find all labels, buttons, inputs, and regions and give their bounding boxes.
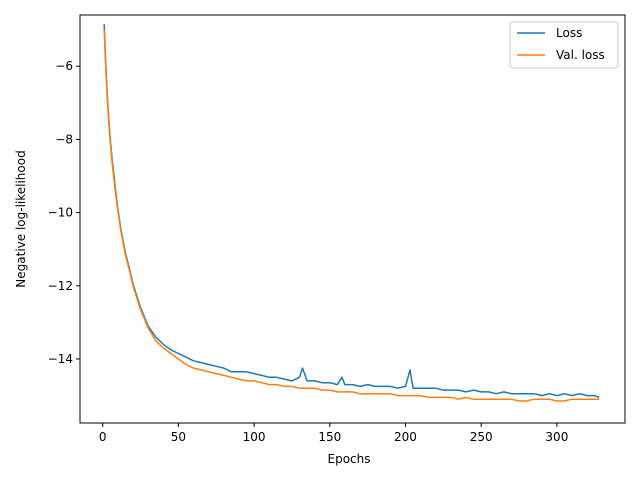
x-tick-label: 250 — [470, 430, 493, 444]
y-tick-label: −8 — [55, 132, 73, 146]
plot-area — [80, 15, 625, 423]
axes-layer: 0 50 100 150 200 250 300 −14 −12 −10 −8 −6 — [48, 14, 626, 444]
y-tick-label: −14 — [48, 352, 73, 366]
x-tick-label: 200 — [394, 430, 417, 444]
legend: Loss Val. loss — [509, 21, 619, 69]
legend-label-val-loss: Val. loss — [556, 48, 605, 62]
x-tick-label: 150 — [318, 430, 341, 444]
y-tick-label: −6 — [55, 59, 73, 73]
y-axis-label: Negative log-likelihood — [14, 150, 28, 287]
y-tick-label: −10 — [48, 206, 73, 220]
x-tick-label: 50 — [171, 430, 186, 444]
x-tick-label: 0 — [99, 430, 107, 444]
series-line-val-loss — [103, 29, 600, 402]
plot-frame — [79, 14, 626, 424]
x-tick-label: 100 — [243, 430, 266, 444]
x-axis-label: Epochs — [328, 452, 371, 466]
x-tick-label: 300 — [545, 430, 568, 444]
series-layer — [103, 24, 600, 402]
y-tick-label: −12 — [48, 279, 73, 293]
legend-label-loss: Loss — [556, 26, 582, 40]
